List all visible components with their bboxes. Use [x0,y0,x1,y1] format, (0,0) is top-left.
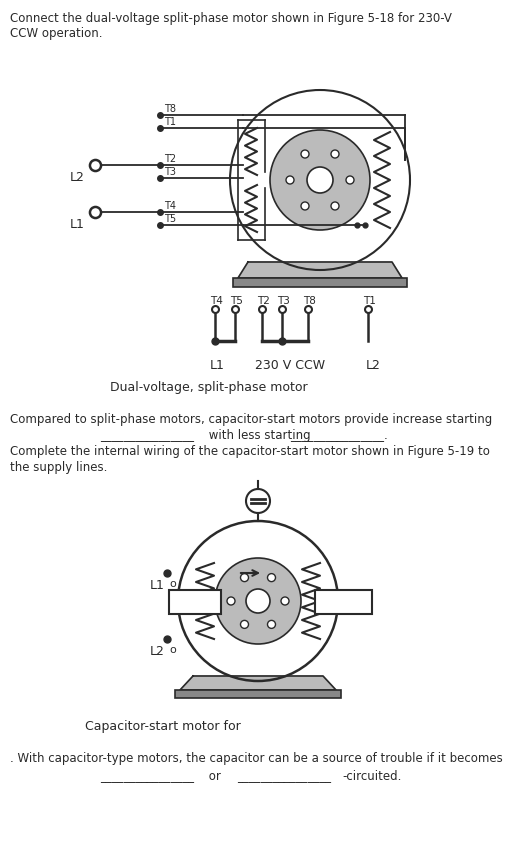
Text: or: or [205,770,225,783]
Text: L2: L2 [70,171,85,184]
Text: L1: L1 [150,579,165,592]
Text: T3: T3 [277,296,290,306]
Text: T8: T8 [164,104,176,114]
Circle shape [241,573,248,581]
Text: with less starting: with less starting [205,429,314,442]
Circle shape [286,176,294,184]
Text: T1: T1 [164,117,176,127]
Circle shape [241,620,248,628]
Text: ________________: ________________ [100,770,194,783]
Circle shape [267,573,275,581]
Text: the supply lines.: the supply lines. [10,461,108,474]
Text: T5: T5 [164,214,176,224]
Text: o: o [169,645,176,655]
Text: L2: L2 [366,359,381,372]
Text: T1: T1 [363,296,376,306]
Circle shape [267,620,275,628]
Text: L1: L1 [70,218,85,231]
Circle shape [215,558,301,644]
Text: Complete the internal wiring of the capacitor-start motor shown in Figure 5-19 t: Complete the internal wiring of the capa… [10,445,490,458]
Circle shape [281,597,289,605]
Bar [233,278,407,287]
Text: -circuited.: -circuited. [342,770,401,783]
Circle shape [246,589,270,613]
Text: Start: Start [325,598,360,611]
Circle shape [331,202,339,210]
Text: T2: T2 [257,296,270,306]
Text: T2: T2 [164,154,176,164]
Text: Capacitor-start motor for: Capacitor-start motor for [85,720,241,733]
FancyBboxPatch shape [315,590,372,614]
Text: L2: L2 [150,645,165,658]
Text: . With capacitor-type motors, the capacitor can be a source of trouble if it bec: . With capacitor-type motors, the capaci… [10,752,503,765]
Polygon shape [180,676,336,690]
Polygon shape [238,262,402,278]
Bar [175,690,341,698]
Circle shape [346,176,354,184]
Circle shape [270,130,370,230]
Text: Run: Run [181,598,209,611]
Text: T4: T4 [210,296,223,306]
Circle shape [331,150,339,158]
Text: ________________.: ________________. [290,429,388,442]
Text: ________________: ________________ [100,429,194,442]
Circle shape [301,150,309,158]
Text: T8: T8 [303,296,316,306]
Text: ________________: ________________ [237,770,331,783]
Circle shape [307,167,333,193]
FancyBboxPatch shape [169,590,221,614]
Circle shape [227,597,235,605]
Text: 230 V CCW: 230 V CCW [255,359,325,372]
Circle shape [301,202,309,210]
Text: CCW operation.: CCW operation. [10,27,102,40]
Text: L1: L1 [210,359,225,372]
Text: Connect the dual-voltage split-phase motor shown in Figure 5-18 for 230-V: Connect the dual-voltage split-phase mot… [10,12,452,25]
Text: T4: T4 [164,201,176,211]
Text: T3: T3 [164,167,176,177]
Text: Compared to split-phase motors, capacitor-start motors provide increase starting: Compared to split-phase motors, capacito… [10,413,492,426]
Text: Dual-voltage, split-phase motor: Dual-voltage, split-phase motor [110,381,308,394]
Text: o: o [169,579,176,589]
Text: T5: T5 [230,296,243,306]
